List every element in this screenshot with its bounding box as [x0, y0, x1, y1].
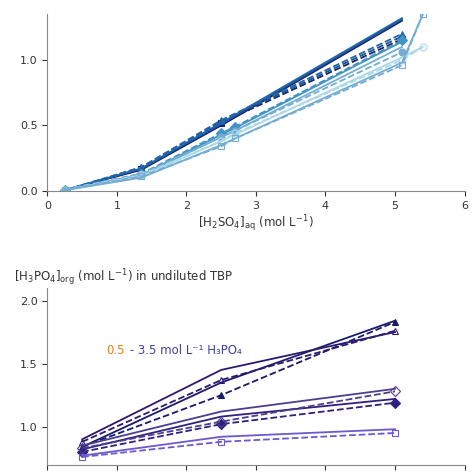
Text: - 3.5 mol L⁻¹ H₃PO₄: - 3.5 mol L⁻¹ H₃PO₄	[126, 344, 242, 356]
Text: $[\mathrm{H_3PO_4}]_\mathrm{org}\ (\mathrm{mol\ L^{-1}})\ \mathrm{in\ undiluted\: $[\mathrm{H_3PO_4}]_\mathrm{org}\ (\math…	[14, 267, 233, 288]
X-axis label: $[\mathrm{H_2SO_4}]_\mathrm{aq}\ (\mathrm{mol}\ \mathrm{L}^{-1})$: $[\mathrm{H_2SO_4}]_\mathrm{aq}\ (\mathr…	[198, 213, 314, 234]
Text: 0.5: 0.5	[107, 344, 125, 356]
